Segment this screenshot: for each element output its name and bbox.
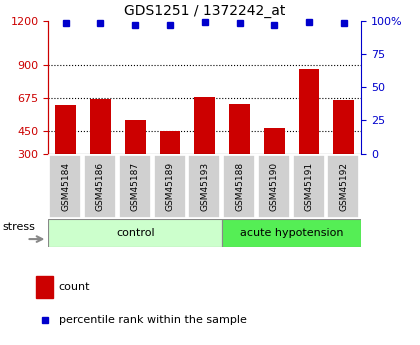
FancyBboxPatch shape <box>84 155 116 218</box>
Text: acute hypotension: acute hypotension <box>240 228 344 238</box>
FancyBboxPatch shape <box>293 155 325 218</box>
Text: stress: stress <box>3 222 35 231</box>
Text: GSM45184: GSM45184 <box>61 162 70 211</box>
Bar <box>264 128 285 198</box>
FancyBboxPatch shape <box>154 155 186 218</box>
Bar <box>333 100 354 198</box>
Bar <box>36 276 53 297</box>
FancyBboxPatch shape <box>223 155 255 218</box>
Text: count: count <box>59 282 90 292</box>
Text: GSM45187: GSM45187 <box>131 162 140 211</box>
Text: GSM45188: GSM45188 <box>235 162 244 211</box>
Bar <box>229 104 250 198</box>
FancyBboxPatch shape <box>119 155 151 218</box>
Text: GSM45192: GSM45192 <box>339 162 348 211</box>
FancyBboxPatch shape <box>222 219 361 247</box>
Text: GSM45189: GSM45189 <box>165 162 174 211</box>
Bar <box>160 131 181 198</box>
Bar <box>55 105 76 198</box>
FancyBboxPatch shape <box>258 155 290 218</box>
Bar <box>90 99 111 198</box>
Text: GSM45193: GSM45193 <box>200 162 209 211</box>
Text: percentile rank within the sample: percentile rank within the sample <box>59 315 247 325</box>
Title: GDS1251 / 1372242_at: GDS1251 / 1372242_at <box>124 4 286 18</box>
Text: GSM45186: GSM45186 <box>96 162 105 211</box>
Bar <box>125 120 146 198</box>
Bar <box>194 97 215 198</box>
Text: control: control <box>116 228 155 238</box>
FancyBboxPatch shape <box>328 155 360 218</box>
FancyBboxPatch shape <box>48 219 222 247</box>
FancyBboxPatch shape <box>189 155 221 218</box>
Text: GSM45191: GSM45191 <box>304 162 314 211</box>
FancyBboxPatch shape <box>49 155 81 218</box>
Bar <box>299 69 320 198</box>
Text: GSM45190: GSM45190 <box>270 162 279 211</box>
